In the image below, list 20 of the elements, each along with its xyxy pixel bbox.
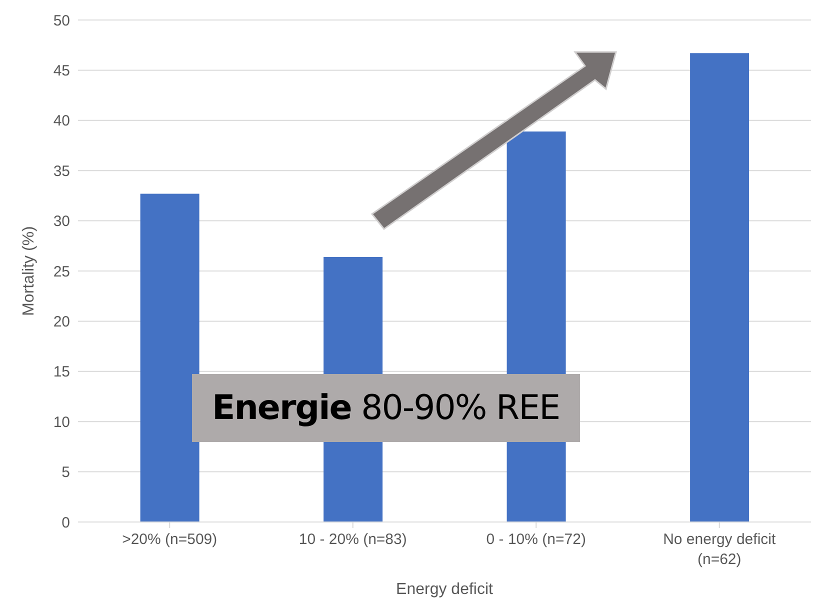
y-axis-title: Mortality (%) bbox=[20, 226, 38, 316]
bar bbox=[140, 194, 200, 522]
annotation: Energie 80-90% REE bbox=[212, 388, 560, 428]
y-tick-label: 50 bbox=[53, 12, 70, 30]
y-tick-label: 10 bbox=[53, 414, 70, 431]
x-tick-label: >20% (n=509) bbox=[122, 531, 218, 548]
x-tick-label: 10 - 20% (n=83) bbox=[298, 531, 407, 548]
y-tick-label: 0 bbox=[62, 514, 70, 532]
y-tick-label: 25 bbox=[53, 263, 70, 280]
y-tick-label: 5 bbox=[62, 464, 70, 482]
x-axis-title: Energy deficit bbox=[396, 581, 494, 598]
y-tick-label: 35 bbox=[53, 162, 70, 180]
y-tick-label: 30 bbox=[53, 213, 70, 230]
x-tick-label: No energy deficit (n=62) bbox=[663, 531, 776, 568]
x-tick-label: 0 - 10% (n=72) bbox=[486, 531, 586, 548]
y-tick-label: 40 bbox=[53, 112, 70, 130]
y-tick-label: 20 bbox=[53, 314, 70, 331]
bar bbox=[690, 53, 750, 522]
y-tick-label: 45 bbox=[53, 62, 70, 80]
y-tick-label: 15 bbox=[53, 364, 70, 381]
